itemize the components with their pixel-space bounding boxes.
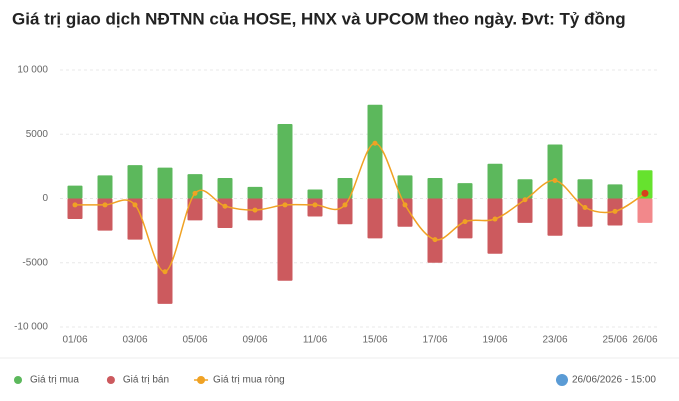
x-tick-label: 19/06 — [482, 335, 507, 346]
bar — [517, 179, 533, 199]
legend-label: Giá trị mua ròng — [213, 375, 285, 386]
y-tick-label: 5000 — [26, 129, 49, 140]
bar — [277, 123, 293, 199]
line-point — [492, 216, 498, 222]
bar — [367, 104, 383, 199]
y-tick-label: 10 000 — [17, 65, 48, 76]
line-point — [342, 202, 348, 208]
line-point — [312, 202, 318, 208]
bar — [277, 198, 293, 281]
line-point — [372, 140, 378, 146]
bar — [637, 170, 653, 199]
bar — [127, 198, 143, 240]
legend-label: Giá trị bán — [123, 375, 169, 386]
bar — [337, 198, 353, 225]
legend-swatch — [106, 376, 115, 384]
bar — [547, 198, 563, 236]
bar — [427, 198, 443, 263]
x-tick-label: 23/06 — [542, 335, 567, 346]
bar — [397, 198, 413, 227]
bar — [127, 165, 143, 199]
bar — [97, 198, 113, 231]
legend-swatch — [197, 376, 206, 384]
line-point — [192, 190, 198, 196]
line-point — [582, 204, 588, 210]
bar — [637, 198, 653, 223]
line-point — [162, 269, 168, 275]
x-tick-label: 17/06 — [422, 335, 447, 346]
bar — [487, 198, 503, 254]
bar — [217, 177, 233, 199]
bar — [307, 198, 323, 217]
y-tick-label: -5000 — [22, 257, 48, 268]
y-tick-label: 0 — [42, 193, 48, 204]
bar — [487, 163, 503, 199]
line-point — [222, 203, 228, 209]
bar — [517, 198, 533, 223]
line-point — [282, 202, 288, 208]
bar — [607, 184, 623, 199]
line-point — [462, 219, 468, 225]
x-tick-label: 25/06 — [602, 335, 627, 346]
line-point — [102, 202, 108, 208]
chart-title: Giá trị giao dịch NĐTNN của HOSE, HNX và… — [12, 9, 626, 28]
bar — [337, 177, 353, 199]
bar — [97, 175, 113, 199]
line-point — [402, 202, 408, 208]
line-point — [432, 237, 438, 243]
bar — [247, 186, 263, 199]
bar — [457, 198, 473, 239]
x-tick-label: 11/06 — [303, 335, 328, 346]
bar — [307, 189, 323, 199]
bar — [457, 183, 473, 199]
clock-icon — [556, 374, 568, 386]
y-tick-label: -10 000 — [14, 322, 48, 333]
line-point — [522, 197, 528, 203]
line-point — [552, 178, 558, 184]
x-tick-label: 15/06 — [362, 335, 387, 346]
bar — [427, 177, 443, 199]
line-point — [612, 208, 618, 214]
line-point — [72, 202, 78, 208]
bar — [157, 167, 173, 199]
line-point — [252, 207, 258, 213]
bar — [67, 198, 83, 220]
line-point — [132, 202, 138, 208]
x-tick-label: 26/06 — [632, 335, 657, 346]
bar — [217, 198, 233, 229]
bar — [187, 174, 203, 199]
line-point — [641, 189, 649, 197]
bar — [577, 179, 593, 199]
timestamp: 26/06/2026 - 15:00 — [572, 375, 656, 386]
x-tick-label: 05/06 — [182, 335, 207, 346]
bar — [187, 198, 203, 221]
bar — [157, 198, 173, 304]
legend-label: Giá trị mua — [30, 375, 79, 386]
x-tick-label: 09/06 — [242, 335, 267, 346]
bar — [547, 144, 563, 199]
bar — [67, 185, 83, 199]
legend-swatch — [14, 376, 22, 384]
bar — [367, 198, 383, 239]
bar — [397, 175, 413, 199]
x-tick-label: 01/06 — [62, 335, 87, 346]
x-tick-label: 03/06 — [122, 335, 147, 346]
